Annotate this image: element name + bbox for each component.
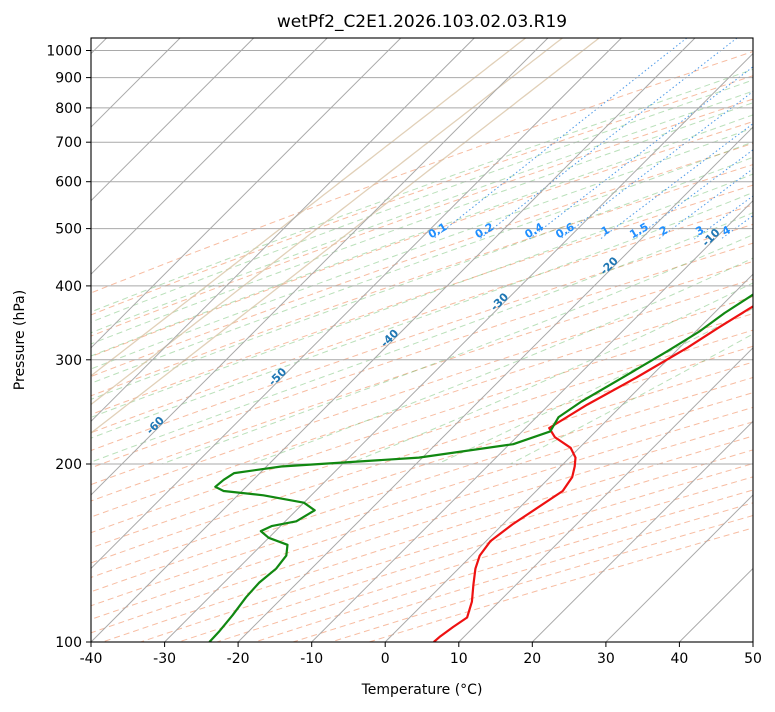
isotherm (606, 38, 775, 642)
isotherm-label: -70 (18, 465, 41, 488)
y-tick-label: 600 (55, 175, 82, 191)
isotherm (238, 38, 775, 642)
isotherm (17, 38, 621, 642)
isotherm (0, 38, 548, 642)
x-tick-label: 0 (381, 651, 390, 667)
moist-adiabat (437, 38, 775, 464)
isotherm (385, 38, 775, 642)
isotherm (165, 38, 769, 642)
y-axis-label: Pressure (hPa) (12, 290, 28, 390)
isotherm (459, 38, 775, 642)
x-tick-label: 40 (670, 651, 688, 667)
x-tick-label: -10 (300, 651, 323, 667)
mixing-ratio-line (760, 38, 775, 239)
isotherm-label: -30 (488, 290, 511, 313)
plot-frame (91, 38, 753, 642)
y-tick-label: 400 (55, 279, 82, 295)
x-tick-label: 10 (450, 651, 468, 667)
x-axis-ticks: -40 -30 -20 -10 0 10 20 30 40 50 (80, 642, 762, 667)
y-tick-label: 900 (55, 71, 82, 87)
mixing-ratio-line (721, 38, 775, 239)
mixing-ratio-label: 6 (758, 223, 771, 238)
moist-adiabat (162, 38, 775, 464)
y-tick-label: 200 (55, 457, 82, 473)
mixing-ratio-label: 2 (657, 223, 670, 238)
lcl-arc (0, 38, 562, 642)
moist-adiabat (348, 38, 775, 464)
isotherm (0, 38, 254, 642)
y-tick-label: 800 (55, 101, 82, 117)
isotherm (679, 38, 775, 642)
mixing-ratio-line (694, 38, 775, 239)
dry-adiabat (331, 38, 775, 642)
x-tick-label: 20 (523, 651, 541, 667)
y-tick-label: 700 (55, 135, 82, 151)
mixing-ratio-line (659, 38, 775, 239)
mixing-ratio-label: 0.4 (523, 220, 547, 241)
dry-adiabat (103, 38, 775, 642)
isotherm-label: -50 (266, 365, 289, 388)
y-tick-label: 1000 (46, 44, 82, 60)
x-tick-label: -30 (153, 651, 176, 667)
mixing-ratio-label: 0.1 (426, 220, 449, 241)
moist-adiabat (23, 38, 775, 464)
temperature-line (434, 61, 775, 643)
y-tick-label: 300 (55, 353, 82, 369)
y-tick-label: 500 (55, 222, 82, 238)
mixing-ratio-label: 1 (599, 223, 612, 238)
isotherm (0, 38, 401, 642)
x-tick-label: 30 (597, 651, 615, 667)
x-tick-label: 50 (744, 651, 762, 667)
y-tick-label: 100 (55, 635, 82, 651)
dry-adiabat (293, 38, 775, 642)
x-tick-label: -40 (80, 651, 103, 667)
y-axis-ticks: 100 200 300 400 500 600 700 800 900 1000 (46, 44, 91, 652)
isotherm (753, 38, 775, 642)
x-axis-label: Temperature (°C) (361, 682, 483, 698)
mixing-ratio-label: 0.2 (473, 220, 496, 241)
x-tick-label: -20 (227, 651, 250, 667)
chart-title: wetPf2_C2E1.2026.103.02.03.R19 (277, 12, 567, 32)
mixing-ratio-label: 1.5 (627, 220, 650, 241)
